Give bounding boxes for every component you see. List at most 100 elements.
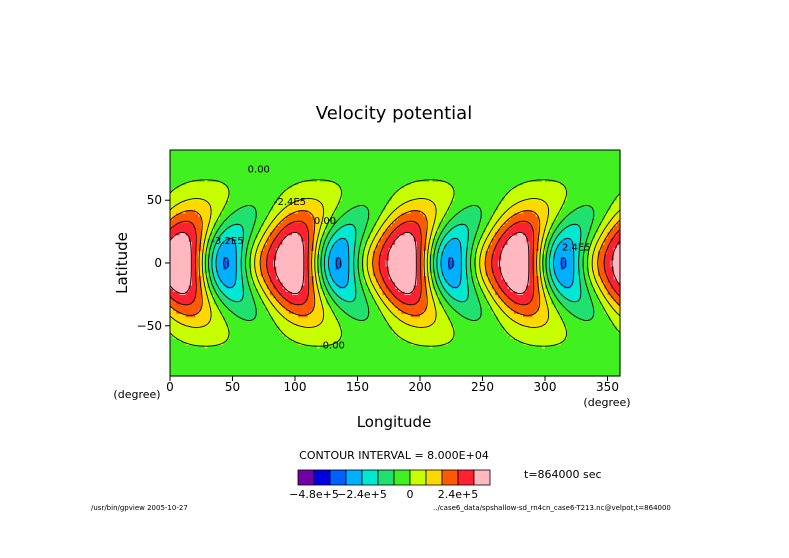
field-cell (382, 313, 387, 317)
field-cell (191, 171, 196, 176)
field-cell (341, 350, 346, 355)
field-cell (360, 291, 365, 295)
field-cell (360, 357, 365, 361)
field-cell (313, 357, 318, 361)
field-cell (248, 284, 252, 289)
field-cell (176, 228, 180, 233)
field-cell (182, 369, 187, 374)
field-cell (304, 165, 309, 170)
field-cell (285, 354, 290, 358)
field-cell (191, 360, 196, 365)
field-cell (266, 159, 271, 164)
field-cell (310, 341, 315, 346)
field-cell (232, 165, 237, 170)
field-cell (245, 360, 249, 365)
field-cell (338, 313, 343, 317)
field-cell (313, 325, 318, 330)
field-cell (198, 231, 202, 236)
field-cell (276, 203, 280, 208)
field-cell (301, 354, 305, 358)
field-cell (341, 266, 346, 270)
field-cell (182, 256, 187, 261)
field-cell (216, 272, 221, 277)
field-cell (323, 319, 327, 324)
field-cell (351, 275, 355, 280)
field-cell (341, 325, 346, 330)
field-cell (220, 281, 224, 286)
field-cell (285, 197, 290, 201)
field-cell (182, 278, 187, 283)
field-cell (313, 190, 318, 195)
field-cell (191, 234, 196, 239)
field-cell (288, 335, 293, 339)
field-cell (370, 159, 374, 164)
field-cell (254, 325, 259, 330)
field-cell (354, 193, 359, 198)
field-cell (191, 162, 196, 167)
field-cell (376, 219, 380, 223)
field-cell (176, 366, 180, 371)
field-cell (341, 175, 346, 179)
field-cell (201, 266, 205, 270)
field-cell (351, 244, 355, 248)
field-cell (213, 263, 218, 267)
field-cell (273, 175, 277, 179)
field-cell (191, 275, 196, 280)
field-cell (345, 344, 349, 349)
field-cell (226, 310, 230, 314)
field-cell (363, 354, 368, 358)
field-cell (213, 206, 218, 211)
field-cell (348, 168, 352, 173)
field-cell (335, 313, 340, 317)
field-cell (376, 206, 380, 211)
field-cell (310, 259, 315, 264)
field-cell (338, 231, 343, 236)
field-cell (235, 341, 240, 346)
field-cell (351, 332, 355, 336)
field-cell (185, 306, 190, 311)
field-cell (285, 237, 290, 242)
field-cell (263, 313, 268, 317)
field-cell (266, 328, 271, 333)
field-cell (351, 372, 355, 377)
field-cell (201, 244, 205, 248)
field-cell (226, 171, 230, 176)
field-cell (298, 181, 302, 186)
field-cell (170, 171, 174, 176)
field-cell (335, 225, 340, 230)
field-cell (316, 357, 321, 361)
field-cell (182, 372, 187, 377)
field-cell (204, 332, 209, 336)
field-cell (188, 284, 193, 289)
field-cell (288, 181, 293, 186)
field-cell (185, 256, 190, 261)
field-cell (241, 184, 246, 189)
field-cell (363, 363, 368, 368)
field-cell (338, 350, 343, 355)
field-cell (288, 278, 293, 283)
field-cell (316, 193, 321, 198)
field-cell (373, 153, 377, 157)
field-cell (320, 150, 324, 154)
field-cell (323, 234, 327, 239)
field-cell (313, 162, 318, 167)
field-cell (279, 150, 284, 154)
field-cell (170, 369, 174, 374)
field-cell (170, 266, 174, 270)
field-cell (245, 228, 249, 233)
field-cell (376, 250, 380, 255)
field-cell (376, 316, 380, 321)
field-cell (357, 203, 362, 208)
field-cell (307, 313, 312, 317)
field-cell (257, 288, 262, 292)
field-cell (213, 178, 218, 182)
field-cell (370, 300, 374, 305)
field-cell (191, 225, 196, 230)
field-cell (198, 300, 202, 305)
field-cell (279, 206, 284, 211)
field-cell (229, 256, 234, 261)
field-cell (354, 266, 359, 270)
field-cell (360, 369, 365, 374)
field-cell (345, 310, 349, 314)
field-cell (276, 237, 280, 242)
